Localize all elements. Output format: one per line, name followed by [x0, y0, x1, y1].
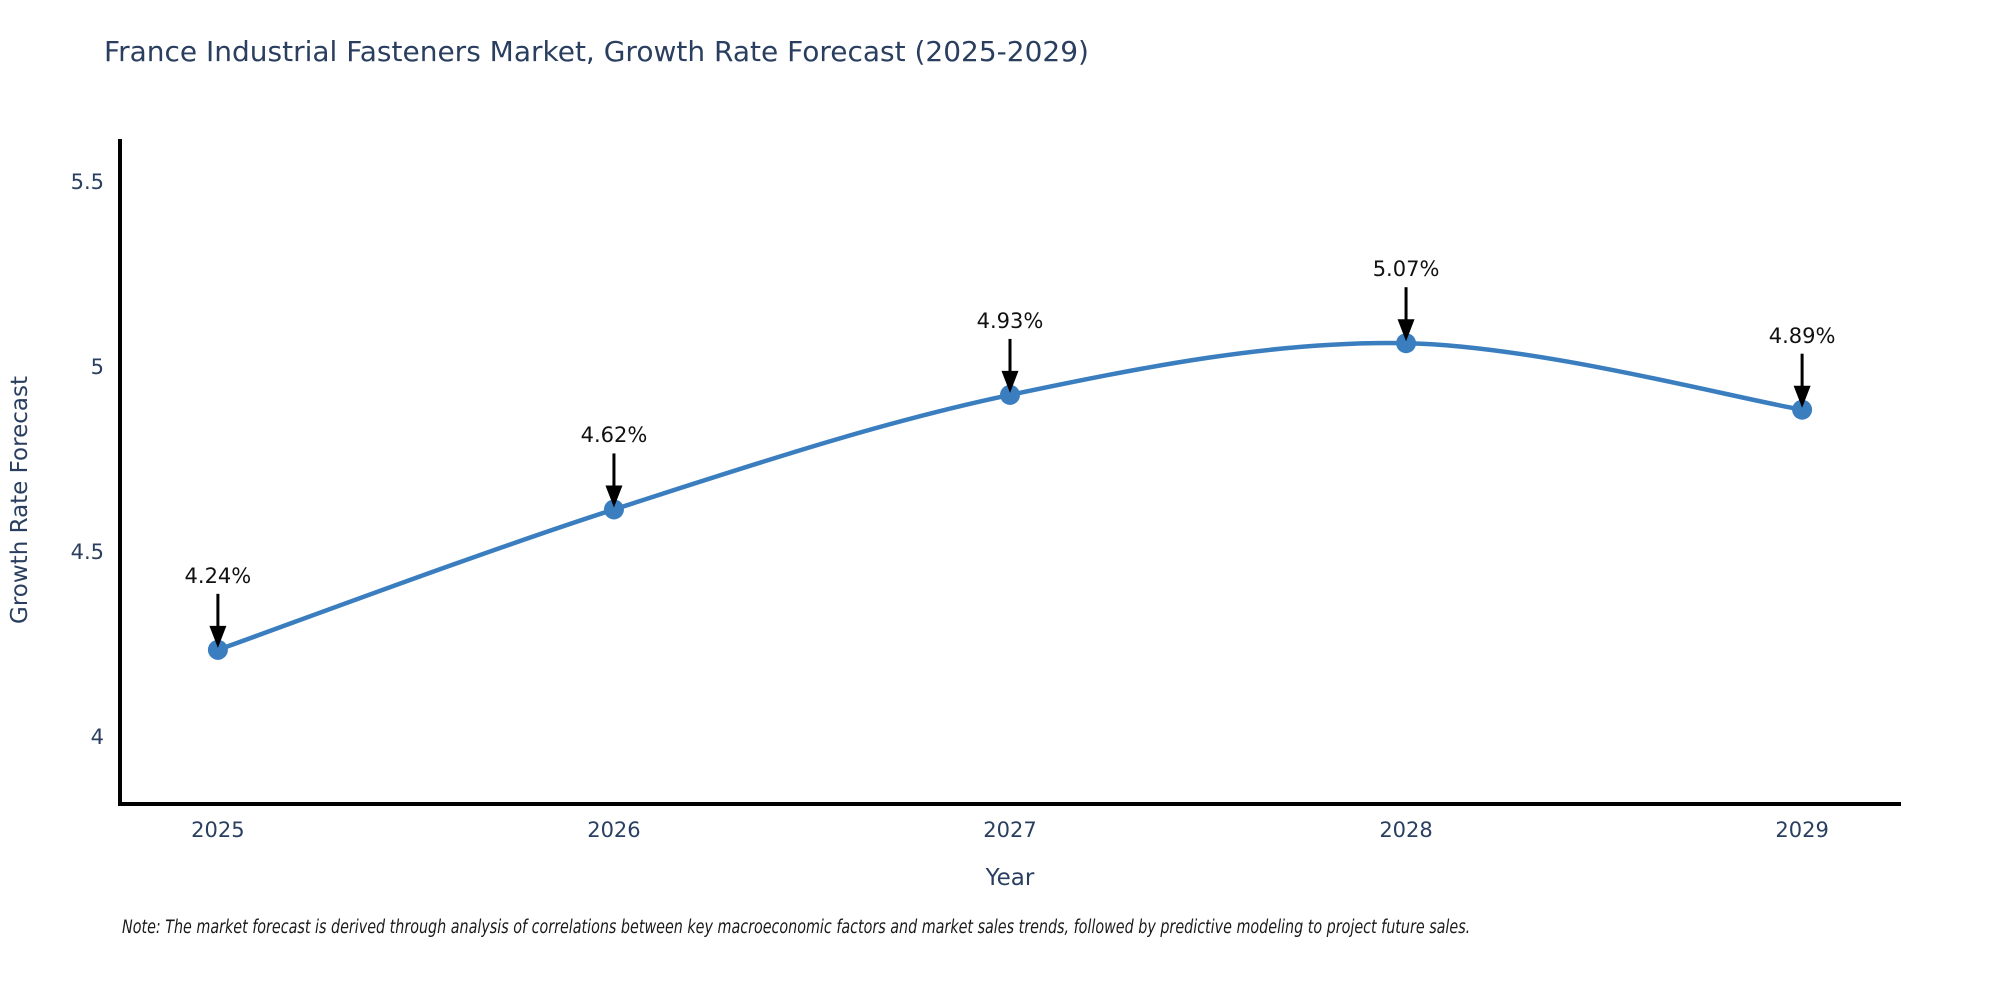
x-axis-tick: 2029 [1702, 818, 1902, 842]
data-point-value-label: 4.62% [580, 423, 648, 448]
data-point-markers [207, 333, 1813, 660]
data-point-marker[interactable] [603, 499, 624, 520]
x-axis-tick-label: 2026 [587, 818, 641, 842]
data-point-marker[interactable] [207, 639, 228, 660]
data-point-marker[interactable] [1792, 399, 1813, 420]
x-axis-tick: 2026 [514, 818, 714, 842]
data-point-marker[interactable] [1000, 384, 1020, 405]
chart-title: France Industrial Fasteners Market, Grow… [104, 35, 1089, 68]
x-axis-title: Year [985, 865, 1035, 891]
chart-footnote: Note: The market forecast is derived thr… [122, 917, 1471, 938]
line-chart-svg [207, 287, 1813, 660]
data-point-value-label: 4.89% [1768, 323, 1836, 348]
x-axis-tick-label: 2027 [983, 818, 1037, 842]
x-axis-tick: 2028 [1306, 818, 1506, 842]
annotation-arrow-head [1397, 319, 1415, 342]
data-point-value-label: 5.07% [1372, 257, 1440, 282]
annotation-arrow-head [1793, 385, 1811, 408]
y-axis-tick-label: 4.5 [70, 539, 104, 564]
annotation-arrow-head [605, 485, 623, 508]
x-axis-tick: 2025 [118, 818, 318, 842]
data-point-value-label: 4.24% [184, 563, 252, 588]
y-axis-tick-label: 5 [90, 355, 104, 380]
y-axis-tick-label: 4 [90, 724, 104, 749]
data-point-value-label: 4.93% [976, 308, 1044, 333]
y-axis-tick-label: 5.5 [70, 170, 104, 195]
y-axis-title: Growth Rate Forecast [0, 300, 40, 700]
x-axis-tick-label: 2025 [191, 818, 245, 842]
x-axis-tick-label: 2029 [1775, 818, 1829, 842]
x-axis-tick: 2027 [910, 818, 1110, 842]
annotation-arrows [209, 287, 1811, 648]
x-axis-tick-label: 2028 [1379, 818, 1433, 842]
annotation-arrow-head [1001, 370, 1019, 393]
y-axis-line [118, 139, 122, 806]
annotation-arrow-head [209, 625, 227, 648]
data-point-marker[interactable] [1396, 333, 1417, 354]
x-axis-line [118, 802, 1901, 806]
plot-area [120, 140, 1900, 805]
y-axis-title-label: Growth Rate Forecast [7, 376, 33, 624]
